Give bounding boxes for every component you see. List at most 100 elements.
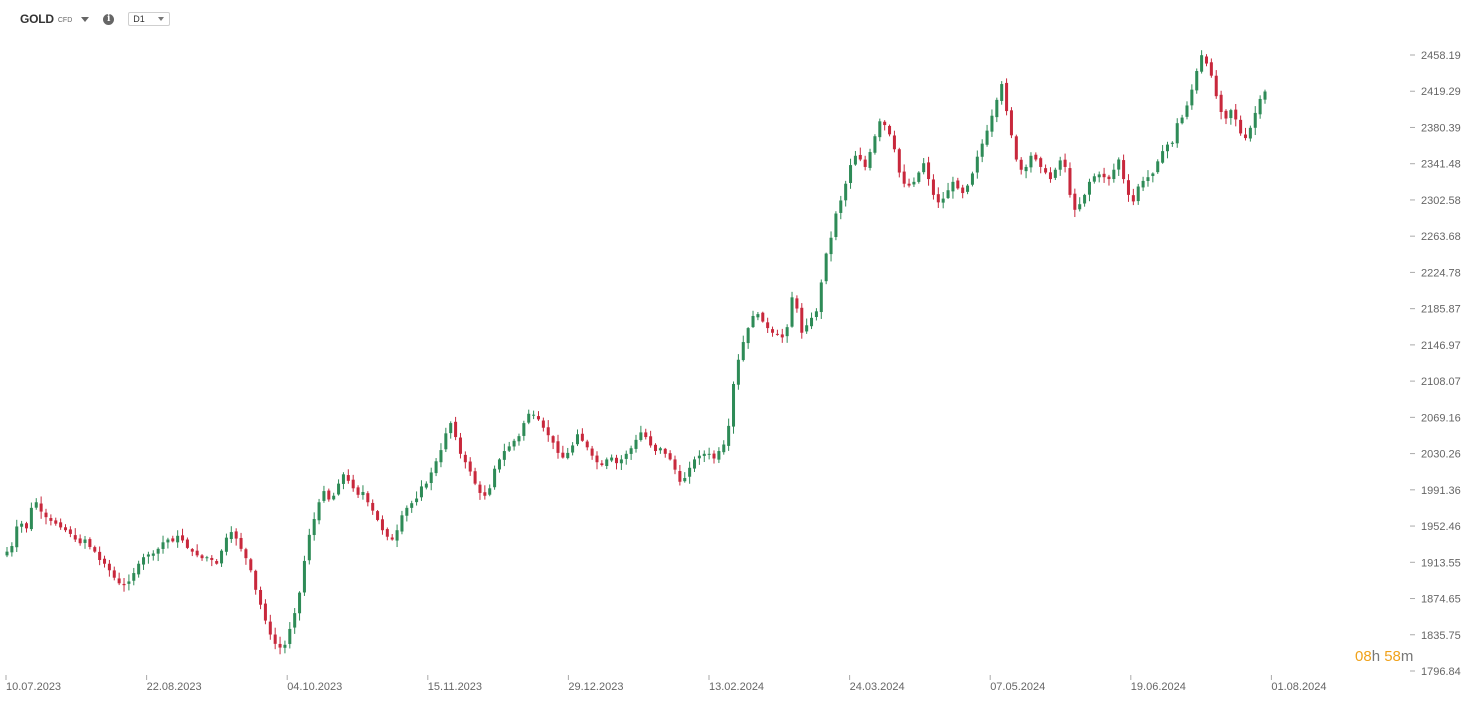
- candle-body: [298, 592, 302, 614]
- timeframe-select[interactable]: D1: [128, 12, 171, 26]
- candle-body: [614, 457, 619, 464]
- candle-body: [366, 493, 370, 503]
- candle-body: [259, 589, 263, 605]
- candle-body: [888, 125, 892, 135]
- candle-body: [556, 441, 560, 453]
- price-tick-label: 2380.39: [1421, 122, 1461, 134]
- candle-body: [200, 555, 204, 559]
- candle-body: [1190, 89, 1194, 106]
- candle-body: [722, 444, 726, 453]
- chevron-down-icon[interactable]: [158, 17, 165, 21]
- date-tick-label: 15.11.2023: [428, 681, 482, 693]
- candle-body: [1214, 75, 1218, 97]
- candle-body: [805, 325, 809, 332]
- candle-body: [995, 99, 999, 118]
- candle-body: [302, 560, 306, 593]
- price-tick-label: 2146.97: [1421, 340, 1461, 352]
- price-tick-label: 1952.46: [1421, 521, 1461, 533]
- candle-body: [419, 486, 423, 498]
- candle-body: [795, 298, 799, 309]
- candle-body: [1209, 62, 1213, 76]
- candle-body: [1058, 160, 1062, 170]
- date-tick-label: 10.07.2023: [6, 681, 61, 693]
- chart-toolbar: GOLD CFD i D1: [20, 10, 171, 28]
- candle-body: [444, 433, 448, 450]
- candle-body: [263, 603, 267, 621]
- candle-body: [1229, 110, 1233, 119]
- candle-body: [1083, 194, 1087, 204]
- candle-body: [956, 180, 960, 189]
- candle-body: [322, 491, 326, 501]
- price-tick-label: 2341.48: [1421, 159, 1461, 171]
- candle-body: [493, 468, 497, 488]
- price-tick-label: 1835.75: [1421, 630, 1461, 642]
- candle-body: [1122, 160, 1126, 180]
- candle-body: [312, 519, 316, 536]
- candle-body: [688, 467, 692, 477]
- date-tick-label: 22.08.2023: [147, 681, 202, 693]
- candle-body: [1248, 127, 1252, 139]
- candle-body: [107, 563, 111, 571]
- candle-body: [117, 578, 121, 584]
- candle-body: [1009, 110, 1013, 136]
- candle-body: [1156, 161, 1160, 173]
- candle-body: [220, 550, 224, 564]
- candle-body: [629, 448, 633, 454]
- candle-body: [1092, 176, 1096, 182]
- candle-body: [732, 383, 736, 427]
- date-tick-label: 07.05.2024: [990, 681, 1045, 693]
- candle-body: [1097, 174, 1101, 178]
- candle-body: [1243, 134, 1248, 139]
- candle-body: [736, 359, 740, 385]
- candle-body: [268, 621, 272, 635]
- candle-body: [1005, 82, 1009, 112]
- candle-body: [532, 414, 536, 416]
- candle-body: [156, 548, 160, 554]
- candle-body: [356, 487, 360, 495]
- candle-body: [970, 173, 974, 185]
- symbol-name[interactable]: GOLD: [20, 12, 54, 26]
- candle-body: [15, 526, 19, 548]
- info-icon[interactable]: i: [103, 13, 115, 25]
- candle-body: [644, 432, 648, 438]
- candle-body: [29, 507, 33, 530]
- candle-body: [288, 628, 292, 644]
- date-tick-label: 04.10.2023: [287, 681, 342, 693]
- candle-body: [190, 549, 194, 552]
- candle-body: [1102, 173, 1106, 178]
- candle-body: [293, 613, 297, 628]
- candle-body: [883, 121, 887, 126]
- candle-body: [810, 317, 814, 327]
- candle-body: [1034, 154, 1038, 160]
- candle-body: [892, 135, 896, 150]
- candle-body: [83, 539, 87, 543]
- candle-body: [517, 436, 521, 442]
- candle-body: [1185, 105, 1189, 117]
- symbol-dropdown-icon[interactable]: [81, 16, 90, 22]
- candle-body: [844, 183, 848, 201]
- price-tick-label: 2185.87: [1421, 304, 1461, 316]
- candle-body: [278, 643, 282, 648]
- candle-body: [507, 446, 511, 451]
- candle-body: [5, 551, 9, 556]
- candle-body: [873, 136, 877, 153]
- candle-body: [878, 121, 882, 138]
- candle-body: [1039, 158, 1043, 167]
- candle-body: [863, 159, 867, 167]
- candle-body: [478, 484, 482, 493]
- candle-body: [512, 440, 516, 447]
- candle-body: [502, 451, 506, 460]
- candle-body: [897, 149, 901, 173]
- candle-body: [10, 546, 14, 553]
- candle-body: [434, 461, 438, 474]
- price-tick-label: 2302.58: [1421, 195, 1461, 207]
- candle-body: [649, 436, 653, 446]
- candle-body: [824, 253, 828, 282]
- candle-body: [224, 537, 228, 552]
- date-tick-label: 01.08.2024: [1271, 681, 1326, 693]
- candle-body: [395, 530, 399, 541]
- candle-body: [20, 523, 24, 527]
- candle-body: [88, 539, 92, 547]
- candle-body: [1258, 98, 1262, 115]
